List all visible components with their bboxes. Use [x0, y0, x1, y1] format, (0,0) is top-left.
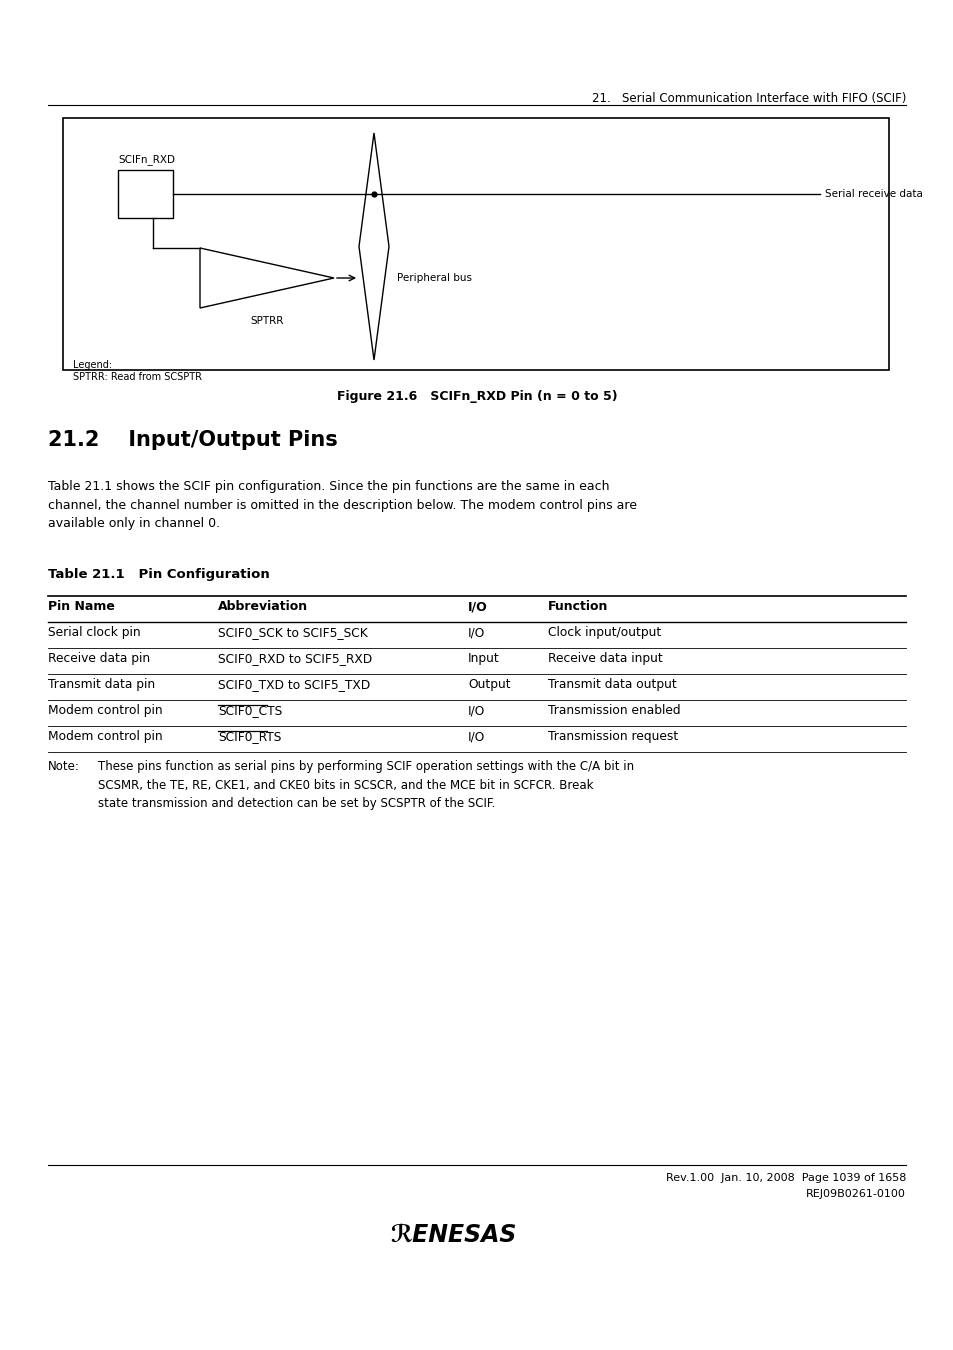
Text: SCIF0_RXD to SCIF5_RXD: SCIF0_RXD to SCIF5_RXD [218, 652, 372, 666]
Text: Transmit data output: Transmit data output [547, 678, 676, 691]
Text: Input: Input [468, 652, 499, 666]
Text: Legend:
SPTRR: Read from SCSPTR: Legend: SPTRR: Read from SCSPTR [73, 360, 202, 382]
Text: Clock input/output: Clock input/output [547, 626, 660, 639]
Text: REJ09B0261-0100: REJ09B0261-0100 [805, 1189, 905, 1199]
Text: Transmission enabled: Transmission enabled [547, 703, 679, 717]
Text: 21.2    Input/Output Pins: 21.2 Input/Output Pins [48, 431, 337, 450]
Text: Figure 21.6   SCIFn_RXD Pin (n = 0 to 5): Figure 21.6 SCIFn_RXD Pin (n = 0 to 5) [336, 390, 617, 404]
Text: Modem control pin: Modem control pin [48, 730, 162, 742]
Text: Table 21.1   Pin Configuration: Table 21.1 Pin Configuration [48, 568, 270, 580]
Text: Rev.1.00  Jan. 10, 2008  Page 1039 of 1658: Rev.1.00 Jan. 10, 2008 Page 1039 of 1658 [665, 1173, 905, 1183]
Text: Table 21.1 shows the SCIF pin configuration. Since the pin functions are the sam: Table 21.1 shows the SCIF pin configurat… [48, 481, 637, 531]
Text: Receive data pin: Receive data pin [48, 652, 150, 666]
Polygon shape [200, 248, 334, 308]
Text: Abbreviation: Abbreviation [218, 599, 308, 613]
Bar [118, 170, 172, 217]
Text: These pins function as serial pins by performing SCIF operation settings with th: These pins function as serial pins by pe… [98, 760, 634, 810]
Text: SCIF0_SCK to SCIF5_SCK: SCIF0_SCK to SCIF5_SCK [218, 626, 367, 639]
Text: I/O: I/O [468, 703, 485, 717]
Text: Modem control pin: Modem control pin [48, 703, 162, 717]
Text: Peripheral bus: Peripheral bus [396, 273, 472, 284]
Text: Output: Output [468, 678, 510, 691]
Polygon shape [358, 134, 389, 360]
Text: SCIF0_RTS: SCIF0_RTS [218, 730, 281, 742]
Text: SPTRR: SPTRR [250, 316, 283, 325]
Text: Receive data input: Receive data input [547, 652, 662, 666]
Text: I/O: I/O [468, 599, 487, 613]
Text: Pin Name: Pin Name [48, 599, 114, 613]
Text: Transmit data pin: Transmit data pin [48, 678, 155, 691]
Text: Serial receive data: Serial receive data [824, 189, 922, 198]
Text: 21.   Serial Communication Interface with FIFO (SCIF): 21. Serial Communication Interface with … [591, 92, 905, 105]
Text: ℛENESAS: ℛENESAS [390, 1223, 516, 1247]
Text: Transmission request: Transmission request [547, 730, 678, 742]
Text: Serial clock pin: Serial clock pin [48, 626, 140, 639]
Text: Note:: Note: [48, 760, 80, 774]
Text: I/O: I/O [468, 626, 485, 639]
Text: SCIFn_RXD: SCIFn_RXD [118, 154, 174, 165]
Text: SCIF0_TXD to SCIF5_TXD: SCIF0_TXD to SCIF5_TXD [218, 678, 370, 691]
Text: SCIF0_CTS: SCIF0_CTS [218, 703, 282, 717]
Text: I/O: I/O [468, 730, 485, 742]
Text: Function: Function [547, 599, 608, 613]
Bar [63, 117, 888, 370]
